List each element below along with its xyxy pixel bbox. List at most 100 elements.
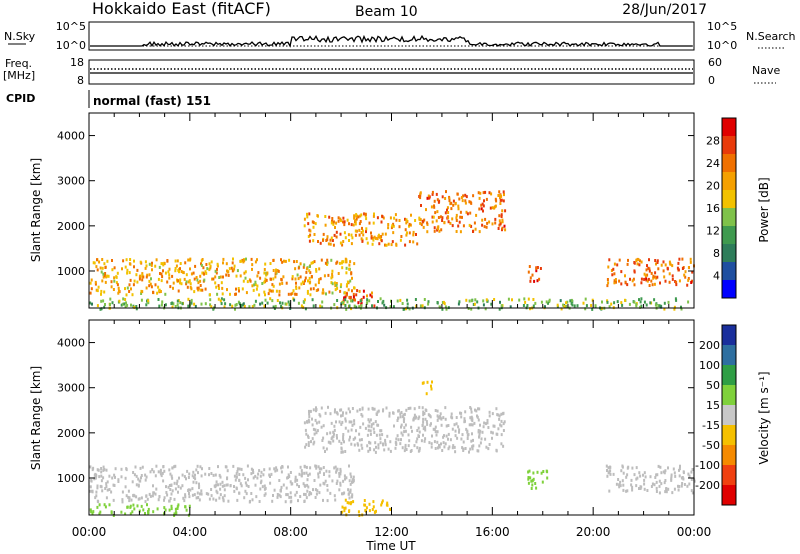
data-cell (310, 440, 312, 444)
data-cell (131, 480, 134, 484)
data-cell (462, 194, 465, 198)
data-cell (319, 277, 322, 281)
data-cell (348, 464, 350, 468)
data-cell (176, 479, 179, 483)
data-cell (157, 285, 160, 289)
data-cell (538, 277, 541, 281)
data-cell (656, 259, 659, 263)
data-cell (531, 479, 534, 483)
data-cell (254, 474, 257, 478)
data-cell (91, 302, 93, 306)
x-tick-label: 12:00 (374, 525, 409, 539)
data-cell (527, 297, 530, 301)
data-cell (370, 295, 373, 299)
data-cell (275, 270, 278, 274)
data-cell (214, 269, 217, 273)
data-cell (334, 284, 337, 288)
data-cell (225, 465, 228, 469)
data-cell (309, 287, 312, 291)
data-cell (349, 435, 351, 439)
data-cell (210, 494, 213, 498)
data-cell (174, 259, 177, 263)
data-cell (348, 479, 351, 483)
data-cell (308, 212, 311, 216)
colorbar-tick-label: -50 (702, 439, 720, 452)
nsky-tick-top: 10^5 (56, 20, 86, 33)
data-cell (384, 438, 387, 442)
data-cell (168, 499, 171, 503)
data-cell (331, 291, 334, 295)
data-cell (255, 495, 258, 499)
data-cell (121, 267, 123, 271)
data-cell (485, 422, 487, 426)
data-cell (480, 437, 483, 441)
data-cell (135, 305, 138, 308)
data-cell (234, 478, 237, 482)
colorbar-frame (721, 324, 737, 506)
data-cell (619, 484, 622, 488)
data-cell (344, 419, 347, 423)
data-cell (327, 273, 330, 277)
data-cell (364, 212, 367, 216)
data-cell (92, 261, 95, 265)
data-cell (655, 473, 658, 477)
data-cell (133, 507, 136, 511)
data-cell (144, 260, 147, 264)
data-cell (547, 301, 549, 305)
data-cell (484, 307, 487, 311)
data-cell (192, 271, 195, 275)
data-cell (415, 233, 417, 236)
data-cell (570, 298, 573, 302)
data-cell (660, 263, 663, 267)
data-cell (657, 267, 660, 271)
data-cell (358, 438, 361, 442)
data-cell (493, 205, 496, 209)
data-cell (340, 261, 343, 265)
data-cell (368, 509, 371, 513)
data-cell (367, 418, 370, 422)
data-cell (295, 490, 298, 494)
data-cell (204, 302, 207, 306)
data-cell (263, 290, 266, 294)
data-cell (468, 450, 470, 454)
data-cell (563, 304, 566, 308)
data-cell (154, 264, 157, 268)
data-cell (411, 429, 413, 433)
data-cell (670, 473, 673, 477)
data-cell (353, 443, 356, 447)
data-cell (303, 217, 306, 221)
data-cell (349, 279, 352, 283)
data-cell (613, 301, 616, 305)
data-cell (200, 474, 203, 478)
data-cell (235, 287, 237, 291)
data-cell (339, 467, 342, 471)
data-cell (375, 413, 378, 416)
data-cell (662, 260, 665, 264)
data-cell (660, 471, 663, 475)
data-cell (406, 302, 409, 306)
freq-tick-top: 18 (70, 56, 84, 69)
data-cell (399, 412, 402, 416)
data-cell (366, 444, 369, 448)
data-cell (263, 304, 266, 308)
data-cell (170, 492, 173, 496)
data-cell (344, 257, 347, 261)
data-cell (238, 289, 240, 293)
data-cell (342, 216, 345, 220)
data-cell (173, 497, 176, 501)
data-cell (403, 426, 406, 430)
data-cell (618, 483, 621, 487)
data-cell (403, 307, 406, 311)
data-cell (377, 443, 380, 447)
data-cell (263, 484, 266, 488)
data-cell (457, 224, 460, 228)
data-cell (318, 278, 321, 282)
data-cell (439, 305, 441, 309)
data-cell (221, 292, 224, 296)
data-cell (188, 495, 191, 499)
data-cell (690, 478, 693, 481)
data-cell (361, 414, 364, 418)
data-cell (488, 414, 491, 418)
data-cell (418, 415, 421, 419)
data-cell (631, 488, 634, 492)
